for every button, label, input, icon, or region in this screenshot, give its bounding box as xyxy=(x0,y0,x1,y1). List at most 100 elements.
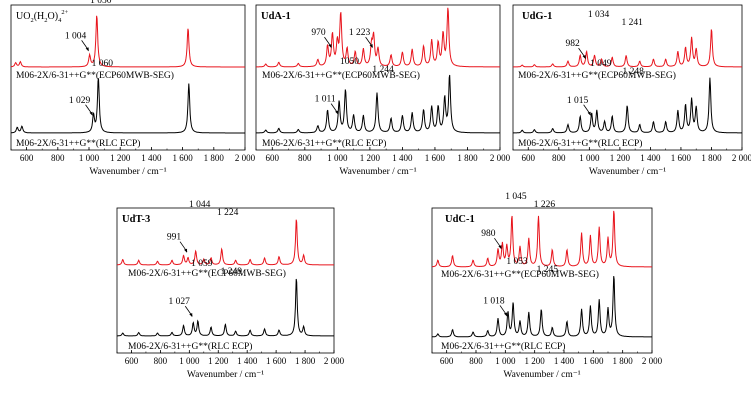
method-label: M06-2X/6-31++G**(RLC ECP) xyxy=(128,341,252,352)
panel-title-udc-1: UdC-1 xyxy=(445,214,475,225)
x-tick-label: 800 xyxy=(552,153,566,163)
spectrum-line-rlc-ecp xyxy=(431,276,652,338)
spectrum-line-ecp60mwb-seg xyxy=(256,7,500,68)
spectrum-line-rlc-ecp xyxy=(117,278,334,337)
x-tick-label: 1 600 xyxy=(172,153,193,163)
peak-arrowhead xyxy=(85,47,89,52)
method-label: M06-2X/6-31++G**(ECP60MWB-SEG) xyxy=(262,70,420,81)
peak-label: 1050 xyxy=(340,57,359,67)
x-tick-label: 1 400 xyxy=(237,356,258,366)
x-tick-label: 1 400 xyxy=(392,153,413,163)
peak-label: 1 011 xyxy=(315,95,336,105)
peak-label: 1 241 xyxy=(621,18,643,28)
x-tick-label: 2 000 xyxy=(324,356,345,366)
x-tick-label: 2 000 xyxy=(235,153,256,163)
method-label: M06-2X/6-31++G**(ECP60MWB-SEG) xyxy=(16,70,174,81)
panel-title-udt-3: UdT-3 xyxy=(122,214,150,225)
method-label: M06-2X/6-31++G**(ECP60MWB-SEG) xyxy=(441,269,599,280)
spectrum-line-rlc-ecp xyxy=(256,74,500,134)
panel-frame xyxy=(512,4,743,151)
x-tick-label: 1 600 xyxy=(671,153,692,163)
method-label: M06-2X/6-31++G**(RLC ECP) xyxy=(518,138,642,149)
peak-label: 1 034 xyxy=(588,10,610,20)
peak-label: 1 015 xyxy=(567,96,589,106)
x-tick-label: 600 xyxy=(440,356,454,366)
x-tick-label: 1 800 xyxy=(613,356,634,366)
panel-frame xyxy=(116,207,335,354)
peak-label: 1 049 xyxy=(590,59,612,69)
peak-arrowhead xyxy=(503,312,507,317)
peak-arrowhead xyxy=(582,55,586,60)
method-label: M06-2X/6-31++G**(RLC ECP) xyxy=(16,138,140,149)
x-tick-label: 1 800 xyxy=(701,153,722,163)
spectrum-line-ecp60mwb-seg xyxy=(117,219,334,266)
peak-arrowhead xyxy=(335,110,339,115)
x-tick-label: 1 000 xyxy=(79,153,100,163)
panel-0: 600 800 1 000 1 200 1 400 1 600 1 800 2 000 Wave… xyxy=(10,0,256,177)
peak-label: 1 018 xyxy=(483,296,505,306)
x-tick-label: 1 000 xyxy=(579,153,600,163)
peak-label: 1 050 xyxy=(90,0,112,6)
x-tick-label: 1 000 xyxy=(327,153,348,163)
peak-label: 1 044 xyxy=(189,200,211,210)
x-tick-label: 1 000 xyxy=(179,356,200,366)
peak-arrowhead xyxy=(587,111,591,116)
peak-arrowhead xyxy=(498,245,502,250)
peak-label: 991 xyxy=(167,233,182,243)
peak-label: 970 xyxy=(311,28,326,38)
x-tick-label: 1 400 xyxy=(640,153,661,163)
x-tick-label: 1 200 xyxy=(360,153,381,163)
x-tick-label: 2 000 xyxy=(732,153,751,163)
x-axis-label: Wavenumber / cm⁻¹ xyxy=(187,370,264,380)
x-tick-label: 1 800 xyxy=(204,153,225,163)
x-tick-label: 600 xyxy=(125,356,139,366)
x-axis-label: Wavenumber / cm⁻¹ xyxy=(589,167,666,177)
x-tick-label: 2 000 xyxy=(490,153,511,163)
method-label: M06-2X/6-31++G**(ECP60MWB-SEG) xyxy=(128,268,286,279)
peak-label: 1 226 xyxy=(534,200,556,210)
panel-title-uo2: UO2(H2O)42+ xyxy=(16,9,69,24)
peak-arrowhead xyxy=(328,44,332,49)
peak-arrowhead xyxy=(184,248,188,253)
peak-label: 1 224 xyxy=(217,208,239,218)
x-tick-label: 600 xyxy=(522,153,536,163)
x-tick-label: 600 xyxy=(20,153,34,163)
panel-title-udg-1: UdG-1 xyxy=(522,11,552,22)
panel-2: 600 800 1 000 1 200 1 400 1 600 1 800 2 000 Wave… xyxy=(512,4,751,177)
peak-label: 1 244 xyxy=(372,65,394,75)
x-tick-label: 800 xyxy=(298,153,312,163)
peak-label: 1 004 xyxy=(65,31,87,41)
peak-label: 1 045 xyxy=(505,192,527,202)
spectrum-line-rlc-ecp xyxy=(513,77,742,134)
peak-label: 1 245 xyxy=(537,265,559,275)
x-tick-label: 1 400 xyxy=(141,153,162,163)
panel-1: 600 800 1 000 1 200 1 400 1 600 1 800 2 000 Wave… xyxy=(255,4,511,177)
spectrum-line-ecp60mwb-seg xyxy=(513,29,742,68)
method-label: M06-2X/6-31++G**(RLC ECP) xyxy=(262,138,386,149)
peak-label: 982 xyxy=(565,39,580,49)
x-tick-label: 800 xyxy=(51,153,65,163)
x-tick-label: 1 200 xyxy=(110,153,131,163)
x-axis-label: Wavenumber / cm⁻¹ xyxy=(339,167,416,177)
x-tick-label: 800 xyxy=(469,356,483,366)
x-tick-label: 1 000 xyxy=(495,356,516,366)
x-tick-label: 1 400 xyxy=(554,356,575,366)
spectrum-line-ecp60mwb-seg xyxy=(10,15,245,68)
peak-label: 1 060 xyxy=(92,59,114,69)
peak-label: 1 223 xyxy=(349,28,371,38)
peak-label: 1 249 xyxy=(221,267,243,277)
x-tick-label: 2 000 xyxy=(642,356,663,366)
peak-label: 1 248 xyxy=(623,67,645,77)
x-tick-label: 800 xyxy=(154,356,168,366)
method-label: M06-2X/6-31++G**(ECP60MWB-SEG) xyxy=(518,70,676,81)
peak-label: 1 053 xyxy=(506,257,528,267)
x-tick-label: 1 800 xyxy=(295,356,316,366)
x-tick-label: 600 xyxy=(266,153,280,163)
peak-arrowhead xyxy=(189,313,193,318)
spectrum-line-rlc-ecp xyxy=(10,78,245,134)
peak-arrowhead xyxy=(369,44,373,49)
x-tick-label: 1 600 xyxy=(583,356,604,366)
peak-label: 1 029 xyxy=(69,96,91,106)
panel-frame xyxy=(10,4,246,151)
